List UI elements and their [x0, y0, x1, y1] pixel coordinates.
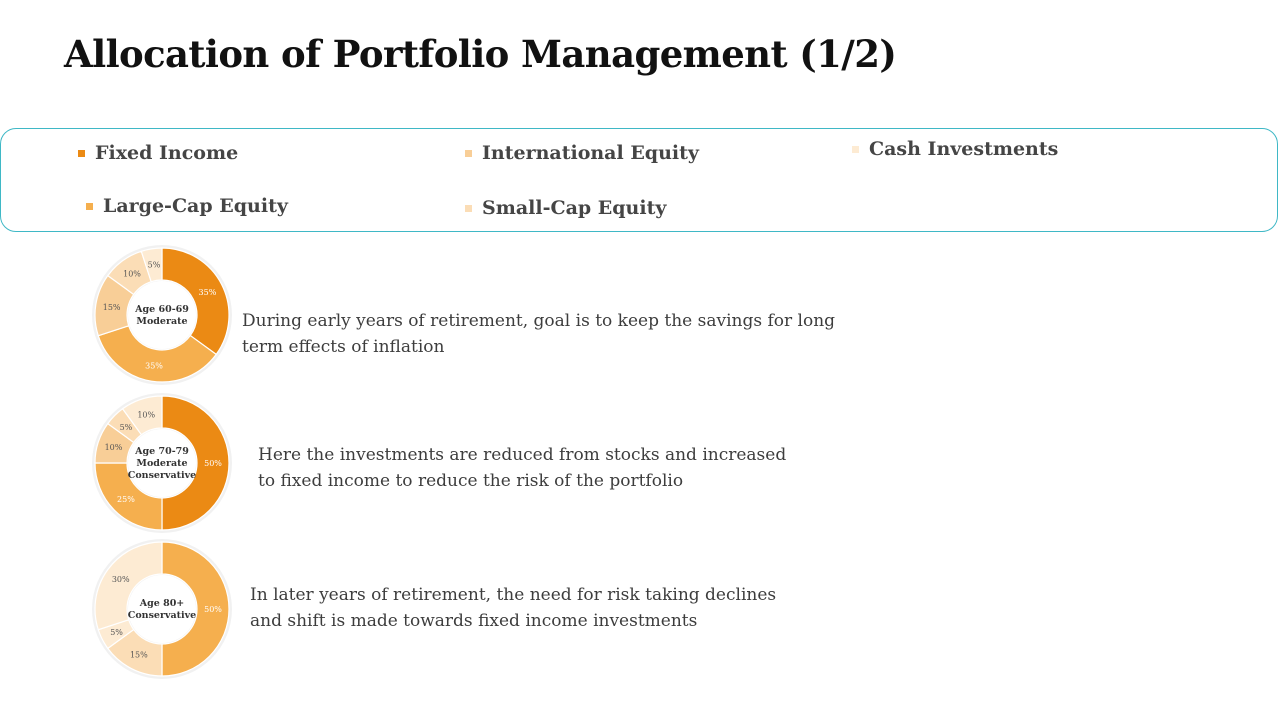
legend-item-international-equity: International Equity: [465, 142, 699, 164]
legend-label: Fixed Income: [95, 142, 239, 164]
slice-value-label: 50%: [204, 459, 222, 468]
donut-slice: [121, 395, 163, 436]
slice-value-label: 10%: [105, 443, 123, 452]
slice-value-label: 15%: [130, 650, 148, 659]
slice-value-label: 50%: [204, 605, 222, 614]
slice-value-label: 10%: [137, 410, 155, 419]
legend-swatch: [78, 149, 85, 157]
donut-slice: [161, 395, 230, 531]
legend-box: [0, 128, 1278, 232]
slice-value-label: 15%: [103, 303, 121, 312]
donut-center-label: Age 70-79: [134, 446, 189, 457]
donut-center-label: Age 80+: [139, 598, 185, 609]
legend-item-cash-investments: Cash Investments: [852, 138, 1058, 160]
donut-slice: [161, 247, 230, 356]
slice-value-label: 30%: [112, 575, 130, 584]
donut-chart-age-80-plus: 50% 15% 5% 30% Age 80+Conservative: [92, 539, 232, 679]
donut-hole: [128, 429, 196, 497]
donut-slice: [161, 541, 230, 677]
donut-chart-age-70-79: 50% 25% 10% 5% 10% Age 70-79ModerateConservat…: [92, 393, 232, 533]
donut-center-label: Age 60-69: [134, 304, 189, 315]
donut-slice: [94, 541, 163, 631]
donut-slice: [140, 247, 163, 283]
donut-hole: [128, 575, 196, 643]
legend-swatch: [852, 145, 859, 153]
donut-center-label: Conservative: [128, 610, 196, 621]
slice-value-label: 5%: [110, 628, 123, 637]
legend-label: Large-Cap Equity: [103, 195, 288, 217]
page-title: Allocation of Portfolio Management (1/2): [64, 32, 897, 76]
donut-center-label: Moderate: [136, 458, 187, 469]
slice-value-label: 5%: [120, 423, 133, 432]
slice-value-label: 5%: [148, 261, 161, 270]
legend-item-large-cap-equity: Large-Cap Equity: [86, 195, 288, 217]
slice-value-label: 10%: [123, 270, 141, 279]
legend-label: International Equity: [482, 142, 699, 164]
legend-item-fixed-income: Fixed Income: [78, 142, 238, 164]
slice-value-label: 35%: [199, 288, 217, 297]
donut-center-label: Moderate: [136, 316, 187, 327]
legend-item-small-cap-equity: Small-Cap Equity: [465, 197, 666, 219]
description-age-60-69: During early years of retirement, goal i…: [242, 311, 836, 357]
donut-center-label: Conservative: [128, 470, 196, 481]
legend-swatch: [86, 202, 93, 210]
legend-label: Cash Investments: [869, 138, 1059, 160]
slice-value-label: 25%: [117, 495, 135, 504]
legend-label: Small-Cap Equity: [482, 197, 667, 219]
description-age-80-plus: In later years of retirement, the need f…: [250, 585, 777, 631]
donut-hole: [128, 281, 196, 349]
donut-slice: [97, 325, 218, 383]
legend-swatch: [465, 204, 472, 212]
description-age-70-79: Here the investments are reduced from st…: [258, 445, 787, 491]
slice-value-label: 35%: [145, 361, 163, 370]
legend-swatch: [465, 149, 472, 157]
